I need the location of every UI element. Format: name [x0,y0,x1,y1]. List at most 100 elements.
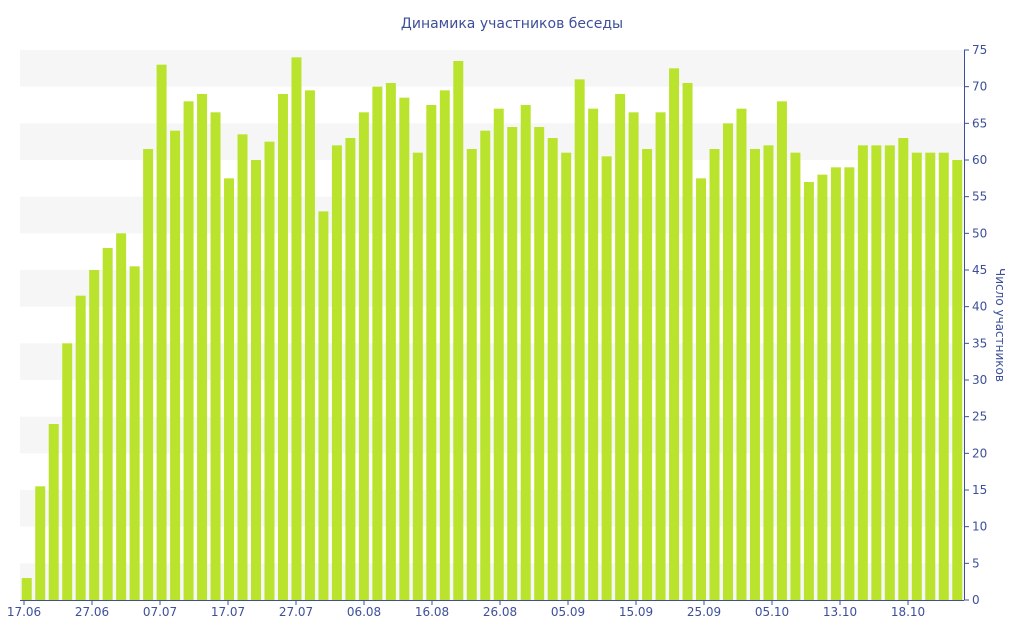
bar [534,127,545,600]
bar [62,343,73,600]
bar [911,152,922,600]
bar [385,83,396,600]
y-tick-label: 40 [972,300,987,314]
bar [723,123,733,600]
bar [466,149,477,600]
bar [790,152,801,600]
x-tick-label: 05.10 [755,605,789,619]
bar [938,152,949,600]
x-tick-label: 13.10 [823,605,857,619]
bar [749,149,760,600]
bar [588,108,599,601]
bar [520,105,531,600]
bar [264,141,275,600]
x-tick-label: 27.06 [75,605,109,619]
bar [830,167,841,601]
bar [399,97,410,601]
bar [601,156,612,601]
bar [35,486,46,600]
bar [884,145,895,601]
bar [952,160,963,600]
x-tick-label: 16.08 [415,605,449,619]
y-tick-label: 30 [972,373,987,387]
bar [156,64,167,600]
x-tick-label: 17.06 [7,605,41,619]
x-tick-label: 15.09 [619,605,653,619]
y-tick-label: 15 [972,483,987,497]
y-tick-label: 70 [972,80,987,94]
x-tick-label: 18.10 [891,605,925,619]
y-tick-label: 65 [972,116,987,130]
y-axis-title: Число участников [993,268,1007,382]
bar [925,152,936,600]
bar [304,90,315,600]
bar [669,68,680,601]
bar [358,112,369,600]
x-tick-label: 26.08 [483,605,517,619]
bar-series [21,57,963,601]
bar [331,145,342,601]
bar [89,270,100,600]
bar [871,145,882,601]
bar [318,211,329,601]
bar [480,130,491,600]
bar [776,101,787,600]
bar [615,94,626,600]
bar [493,108,504,601]
bar [345,138,356,600]
bar [170,130,181,600]
bar [412,152,423,600]
y-tick-label: 55 [972,190,987,204]
bar [817,174,828,600]
grid-band [20,50,964,87]
x-axis-ticks: 17.06 27.06 07.07 17.07 27.07 06.08 16.08 26.08… [7,600,925,619]
bar [709,149,720,600]
y-tick-label: 25 [972,410,987,424]
bar [237,134,248,601]
bar [102,248,113,600]
x-tick-label: 27.07 [279,605,313,619]
x-tick-label: 06.08 [347,605,381,619]
bar [439,90,450,600]
x-tick-label: 05.09 [551,605,585,619]
bar [736,108,747,601]
bar [696,178,707,601]
bar [277,94,288,600]
chart-title: Динамика участников беседы [401,16,623,32]
bar [21,578,32,600]
bar [763,145,774,601]
bar [143,149,154,600]
bar [682,83,693,600]
y-tick-label: 75 [972,43,987,57]
y-tick-label: 60 [972,153,987,167]
bar [628,112,639,600]
bar [561,152,572,600]
bar [224,178,235,601]
bar [655,112,666,600]
bar [547,138,558,600]
y-tick-label: 45 [972,263,987,277]
bar [426,105,437,600]
bar [507,127,518,600]
bar [75,295,86,600]
bar [857,145,868,601]
bar [844,167,855,601]
bar [251,160,261,600]
x-tick-label: 17.07 [211,605,245,619]
bar [803,182,814,600]
y-tick-label: 10 [972,520,987,534]
y-tick-label: 20 [972,446,987,460]
x-tick-label: 07.07 [143,605,177,619]
bar [48,424,59,600]
bar [210,112,221,600]
bar [291,57,302,601]
bar [197,94,208,600]
x-tick-label: 25.09 [687,605,721,619]
bar [372,86,383,600]
axes [20,50,965,601]
bar [129,266,140,600]
y-tick-label: 35 [972,336,987,350]
y-tick-label: 50 [972,226,987,240]
